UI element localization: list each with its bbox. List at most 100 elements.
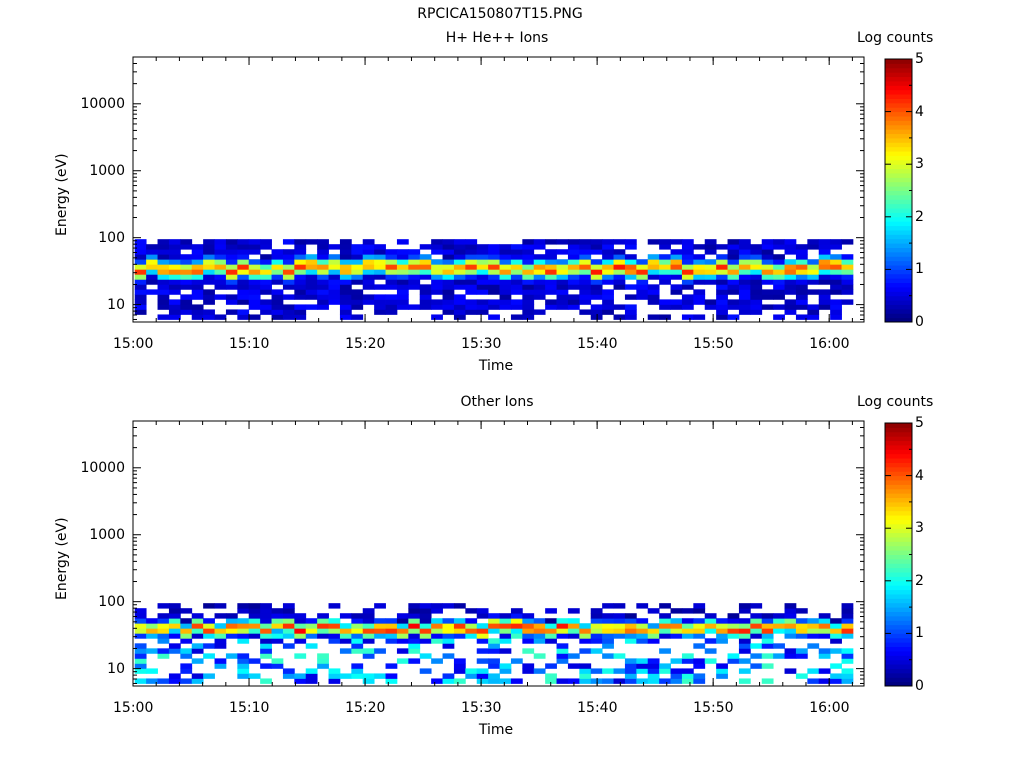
- heatmap-cell: [670, 274, 683, 280]
- heatmap-cell: [385, 673, 398, 679]
- heatmap-cell: [157, 653, 170, 659]
- colorbar-segment: [885, 199, 912, 205]
- heatmap-cell: [134, 279, 147, 285]
- colorbar-segment: [885, 203, 912, 209]
- heatmap-cell: [157, 269, 170, 275]
- colorbar-tick-label: 4: [915, 103, 924, 120]
- colorbar-segment: [885, 607, 912, 612]
- heatmap-cell: [727, 239, 740, 245]
- heatmap-cell: [168, 264, 181, 270]
- heatmap-cell: [351, 269, 364, 275]
- heatmap-cell: [773, 254, 785, 260]
- heatmap-cell: [328, 638, 341, 644]
- heatmap-cell: [738, 274, 751, 280]
- heatmap-cell: [659, 623, 671, 629]
- heatmap-cell: [362, 613, 375, 619]
- heatmap-cell: [396, 254, 409, 260]
- colorbar-segment: [885, 515, 912, 520]
- heatmap-cell: [830, 304, 842, 310]
- heatmap-cell: [248, 314, 261, 320]
- heatmap-cell: [510, 244, 523, 250]
- heatmap-cell: [579, 289, 592, 295]
- heatmap-cell: [659, 254, 671, 260]
- heatmap-cell: [716, 299, 728, 305]
- heatmap-cell: [624, 618, 637, 624]
- heatmap-cell: [830, 254, 842, 260]
- heatmap-cell: [476, 628, 489, 634]
- heatmap-cell: [203, 269, 215, 275]
- heatmap-cell: [624, 628, 637, 634]
- heatmap-cell: [214, 603, 227, 609]
- heatmap-cell: [647, 299, 660, 305]
- heatmap-cell: [317, 279, 329, 285]
- heatmap-cell: [818, 279, 831, 285]
- heatmap-cell: [260, 663, 272, 669]
- heatmap-cell: [374, 648, 386, 654]
- heatmap-cell: [602, 244, 614, 250]
- colorbar-segment: [885, 151, 912, 156]
- heatmap-cell: [738, 259, 751, 265]
- heatmap-cell: [157, 603, 170, 609]
- heatmap-cell: [773, 289, 785, 295]
- heatmap-cell: [271, 633, 284, 639]
- heatmap-cell: [157, 678, 170, 684]
- heatmap-cell: [305, 628, 318, 634]
- heatmap-cell: [613, 603, 626, 609]
- heatmap-cell: [602, 643, 614, 649]
- heatmap-cell: [522, 663, 535, 669]
- heatmap-cell: [795, 673, 808, 679]
- colorbar-segment: [885, 313, 912, 319]
- heatmap-cell: [761, 259, 774, 265]
- spectrogram-panel-2: [134, 603, 854, 684]
- heatmap-cell: [795, 623, 808, 629]
- heatmap-cell: [533, 284, 546, 290]
- x-tick-label: 15:00: [113, 700, 154, 716]
- heatmap-cell: [305, 304, 318, 310]
- heatmap-cell: [488, 299, 500, 305]
- heatmap-cell: [659, 314, 671, 320]
- heatmap-cell: [168, 299, 181, 305]
- heatmap-cell: [522, 633, 535, 639]
- figure-title: RPCICA150807T15.PNG: [417, 6, 583, 22]
- heatmap-cell: [636, 294, 649, 300]
- heatmap-cell: [636, 269, 649, 275]
- heatmap-cell: [339, 264, 352, 270]
- colorbar-tick-label: 3: [915, 520, 924, 537]
- heatmap-cell: [191, 279, 204, 285]
- heatmap-cell: [556, 289, 569, 295]
- heatmap-cell: [795, 249, 808, 255]
- heatmap-cell: [567, 623, 580, 629]
- heatmap-cell: [385, 628, 398, 634]
- heatmap-cell: [579, 239, 592, 245]
- heatmap-cell: [545, 673, 557, 679]
- heatmap-cell: [305, 294, 318, 300]
- heatmap-cell: [761, 254, 774, 260]
- heatmap-cell: [784, 299, 797, 305]
- heatmap-cell: [499, 269, 512, 275]
- heatmap-cell: [533, 289, 546, 295]
- heatmap-cell: [351, 673, 364, 679]
- heatmap-cell: [317, 613, 329, 619]
- heatmap-cell: [830, 618, 842, 624]
- heatmap-cell: [339, 648, 352, 654]
- heatmap-cell: [203, 289, 215, 295]
- heatmap-cell: [396, 623, 409, 629]
- colorbar-segment: [885, 177, 912, 183]
- heatmap-cell: [294, 239, 307, 245]
- heatmap-cell: [191, 633, 204, 639]
- heatmap-cell: [761, 653, 774, 659]
- heatmap-cell: [157, 259, 170, 265]
- heatmap-cell: [613, 618, 626, 624]
- colorbar-segment: [885, 98, 912, 104]
- colorbar-segment: [885, 102, 912, 108]
- x-tick-label: 15:10: [229, 336, 270, 352]
- heatmap-cell: [773, 264, 785, 270]
- heatmap-cell: [738, 623, 751, 629]
- heatmap-cell: [738, 289, 751, 295]
- heatmap-cell: [157, 264, 170, 270]
- heatmap-cell: [191, 643, 204, 649]
- heatmap-cell: [636, 603, 649, 609]
- heatmap-cell: [681, 653, 694, 659]
- heatmap-cell: [408, 284, 421, 290]
